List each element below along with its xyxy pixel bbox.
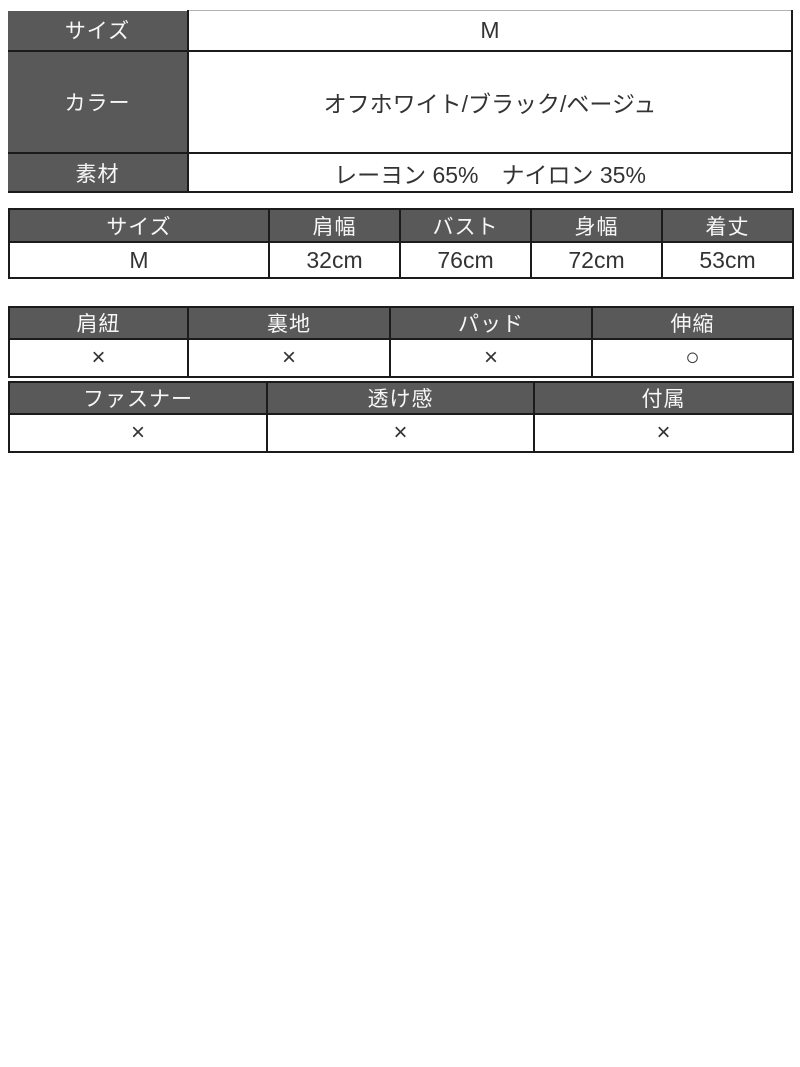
body-width-value: 72cm — [530, 241, 663, 279]
pad-flag: × — [389, 338, 593, 378]
bust-value: 76cm — [399, 241, 532, 279]
table-row: M 32cm 76cm 72cm 53cm — [8, 241, 794, 279]
table-row: × × × ○ — [8, 338, 794, 378]
table-row: サイズ M — [8, 10, 793, 52]
spec-value-material: レーヨン 65% ナイロン 35% — [187, 152, 793, 193]
sheerness-flag: × — [266, 413, 535, 453]
length-value: 53cm — [661, 241, 794, 279]
table-row: カラー オフホワイト/ブラック/ベージュ — [8, 50, 793, 154]
table-header-row: 肩紐 裏地 パッド 伸縮 — [8, 306, 794, 340]
pad-header: パッド — [389, 306, 593, 340]
bust-header: バスト — [399, 208, 532, 243]
accessories-header: 付属 — [533, 381, 794, 415]
shoulder-strap-flag: × — [8, 338, 189, 378]
feature-table-2: ファスナー 透け感 付属 × × × — [8, 381, 794, 453]
table-row: 素材 レーヨン 65% ナイロン 35% — [8, 152, 793, 193]
table-header-row: ファスナー 透け感 付属 — [8, 381, 794, 415]
table-header-row: サイズ 肩幅 バスト 身幅 着丈 — [8, 208, 794, 243]
lining-flag: × — [187, 338, 391, 378]
accessories-flag: × — [533, 413, 794, 453]
lining-header: 裏地 — [187, 306, 391, 340]
size-measurement-table: サイズ 肩幅 バスト 身幅 着丈 M 32cm 76cm 72cm 53cm — [8, 208, 794, 279]
stretch-header: 伸縮 — [591, 306, 794, 340]
zipper-header: ファスナー — [8, 381, 268, 415]
shoulder-width-value: 32cm — [268, 241, 401, 279]
spec-value-size: M — [187, 10, 793, 52]
product-spec-table: サイズ M カラー オフホワイト/ブラック/ベージュ 素材 レーヨン 65% ナ… — [8, 10, 793, 193]
spec-label-color: カラー — [8, 50, 189, 154]
body-width-header: 身幅 — [530, 208, 663, 243]
size-value: M — [8, 241, 270, 279]
table-row: × × × — [8, 413, 794, 453]
spec-label-size: サイズ — [8, 10, 189, 52]
length-header: 着丈 — [661, 208, 794, 243]
size-col-header: サイズ — [8, 208, 270, 243]
shoulder-strap-header: 肩紐 — [8, 306, 189, 340]
spec-value-color: オフホワイト/ブラック/ベージュ — [187, 50, 793, 154]
spec-label-material: 素材 — [8, 152, 189, 193]
shoulder-width-header: 肩幅 — [268, 208, 401, 243]
product-spec-section: サイズ M カラー オフホワイト/ブラック/ベージュ 素材 レーヨン 65% ナ… — [8, 0, 794, 453]
stretch-flag: ○ — [591, 338, 794, 378]
sheerness-header: 透け感 — [266, 381, 535, 415]
zipper-flag: × — [8, 413, 268, 453]
feature-table-1: 肩紐 裏地 パッド 伸縮 × × × ○ — [8, 306, 794, 378]
